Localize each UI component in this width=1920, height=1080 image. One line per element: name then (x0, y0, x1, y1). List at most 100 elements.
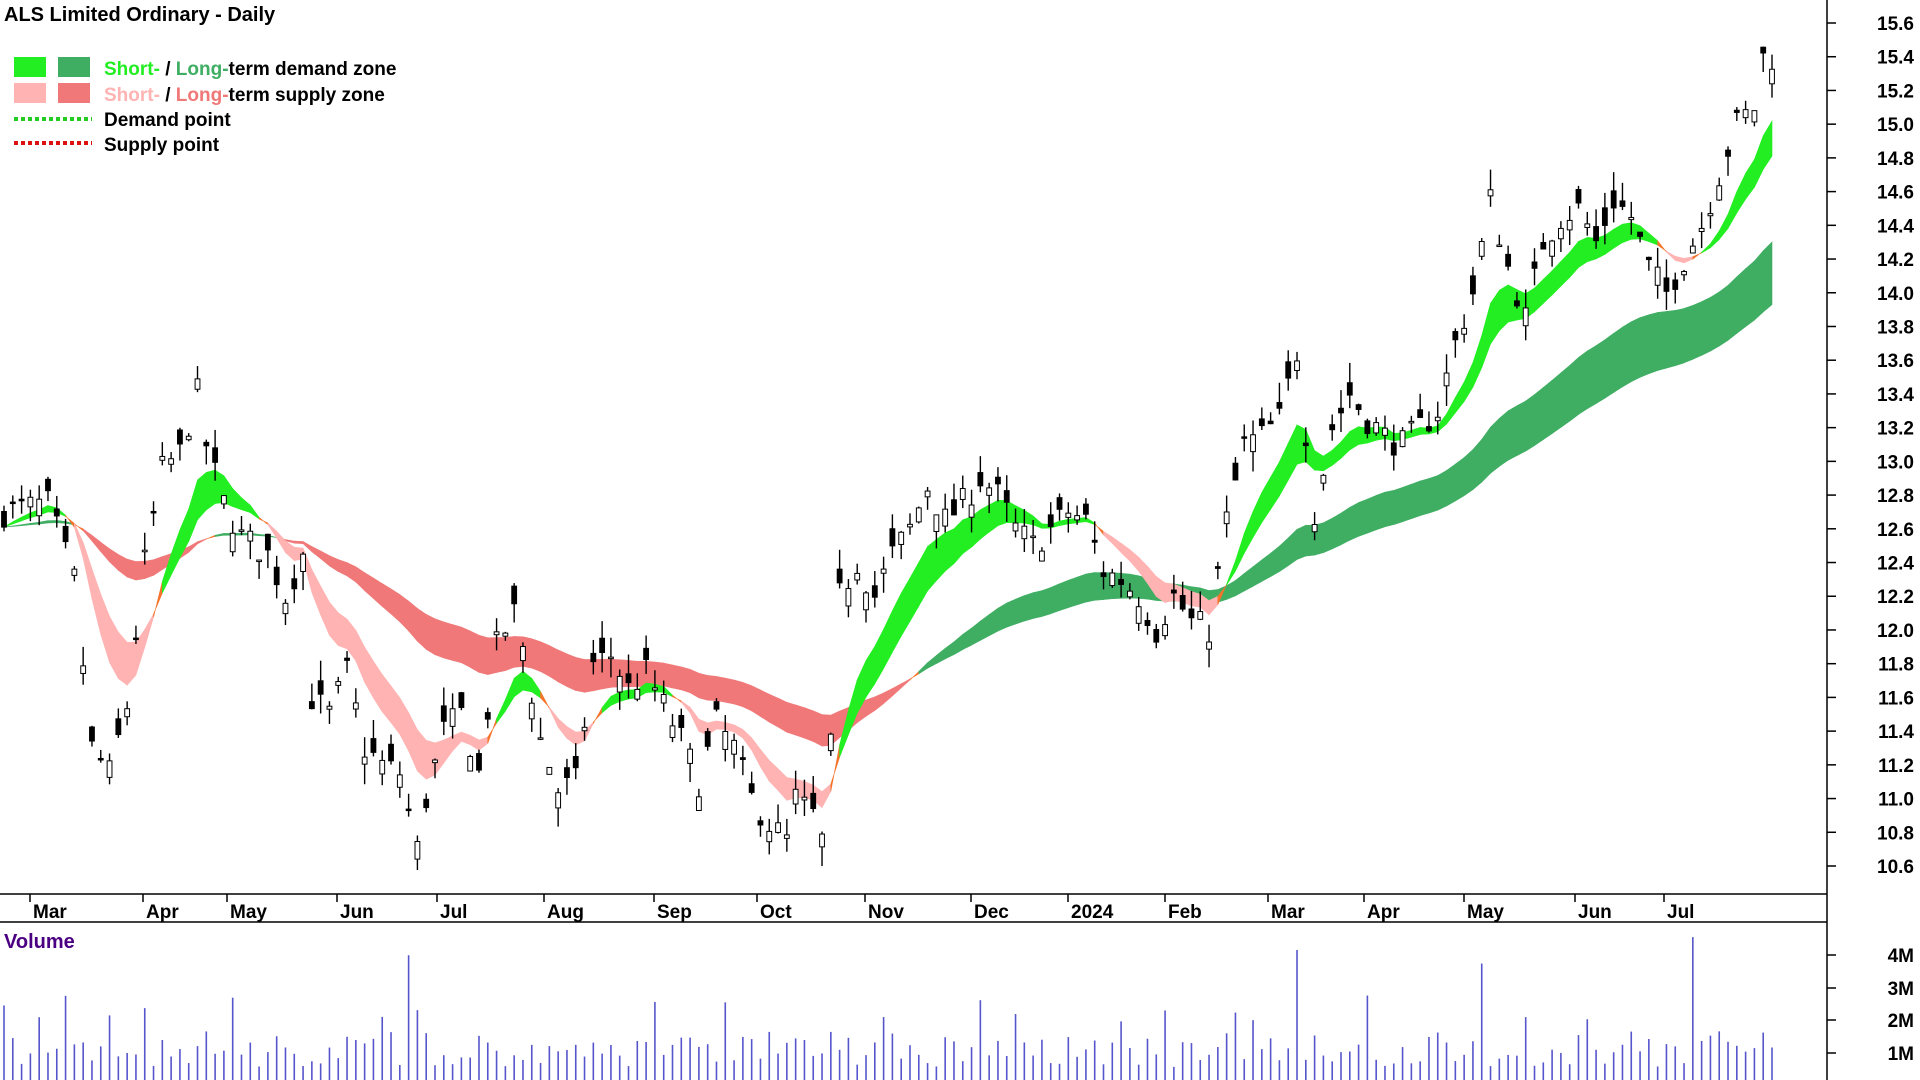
candle-body (933, 514, 940, 532)
candle (1267, 412, 1274, 425)
long-term-zone-segment (425, 613, 436, 656)
date-tick-label: 2024 (1071, 902, 1114, 923)
candle (766, 818, 773, 855)
candle (1522, 289, 1529, 341)
long-term-zone-segment (1727, 276, 1738, 341)
candle-body (247, 530, 254, 542)
candle-body (71, 568, 78, 576)
candle (1540, 233, 1547, 250)
candle-body (300, 553, 306, 572)
candle-body (1514, 300, 1520, 307)
long-term-zone-segment (1437, 470, 1447, 511)
candle (45, 476, 51, 502)
candle (335, 676, 342, 694)
long-term-zone-segment (293, 540, 304, 544)
candle (1628, 201, 1635, 235)
candle (1285, 350, 1292, 391)
candle-body (951, 499, 957, 516)
candle (924, 487, 931, 510)
candle (1320, 473, 1327, 491)
long-term-zone-segment (1692, 301, 1702, 360)
candle-body (502, 632, 509, 637)
candle-body (1522, 307, 1529, 327)
candle-body (370, 738, 377, 753)
long-term-zone-segment (1630, 317, 1641, 383)
candlesticks (1, 46, 1775, 871)
candle-body (1698, 227, 1705, 233)
candle (695, 788, 702, 811)
price-tick-label: 14.2 (1877, 250, 1914, 271)
candle (62, 518, 69, 549)
candle (1760, 46, 1767, 73)
long-term-zone-segment (760, 689, 770, 723)
candle-body (256, 559, 262, 563)
volume-title: Volume (4, 931, 75, 953)
candle (1593, 209, 1599, 249)
candle (291, 564, 298, 604)
candle (1461, 314, 1468, 343)
candle-body (1153, 628, 1160, 643)
long-term-zone-segment (1754, 250, 1764, 321)
candle-body (748, 783, 755, 793)
candle (968, 489, 975, 533)
price-tick-label: 15.0 (1877, 115, 1914, 136)
price-tick-label: 13.8 (1877, 317, 1914, 338)
candle-body (168, 458, 175, 465)
long-term-zone-segment (1762, 241, 1773, 313)
candle-body (1012, 522, 1019, 532)
candle-body (1285, 361, 1292, 379)
candle (1505, 245, 1512, 271)
candle (1417, 393, 1424, 418)
candle-body (1188, 608, 1195, 619)
legend-swatch-long-supply (58, 83, 90, 103)
short-term-zone-segment (337, 612, 348, 650)
candle (133, 625, 139, 644)
candle-body (801, 796, 808, 801)
long-term-zone-segment (768, 693, 779, 728)
candle (1153, 623, 1160, 649)
candle (995, 467, 1001, 502)
candle-body (1707, 213, 1714, 217)
candle-body (1135, 606, 1142, 624)
candle-body (1206, 641, 1212, 650)
candle (1514, 292, 1520, 309)
candle-body (1443, 372, 1450, 387)
price-tick-label: 14.8 (1877, 149, 1914, 170)
candle-body (907, 523, 913, 528)
candle-body (1654, 266, 1661, 286)
candle (616, 669, 623, 710)
date-tick-label: Jul (1667, 902, 1694, 923)
volume-bars (3, 937, 1773, 1080)
candle-body (1672, 279, 1679, 290)
candle-body (572, 756, 579, 769)
long-term-zone-segment (1516, 400, 1527, 457)
candle-body (1540, 241, 1547, 250)
legend-demand-zone: Short- / Long-term demand zone (104, 59, 396, 80)
candle (951, 483, 957, 516)
candle (863, 590, 869, 623)
candle (273, 555, 280, 599)
candle-body (1250, 434, 1256, 453)
candle (1021, 509, 1028, 553)
candle-body (986, 487, 993, 496)
candle-body (344, 657, 350, 661)
candle-body (89, 726, 95, 742)
candle (608, 637, 614, 678)
candle (1689, 238, 1696, 254)
candle-body (1725, 149, 1731, 157)
candle (1610, 172, 1617, 223)
candle-body (511, 585, 518, 605)
long-term-zone-segment (1683, 305, 1694, 364)
candle-body (1681, 271, 1687, 276)
candle (1725, 146, 1731, 176)
candle (722, 715, 729, 762)
candle (986, 482, 993, 514)
long-term-zone-segment (1331, 512, 1342, 550)
candle-body (1223, 511, 1230, 525)
price-tick-label: 12.6 (1877, 520, 1914, 541)
candle (396, 761, 403, 798)
candle (1003, 475, 1010, 522)
candle-body (185, 435, 192, 441)
candle (651, 670, 658, 702)
candle (1470, 266, 1476, 306)
